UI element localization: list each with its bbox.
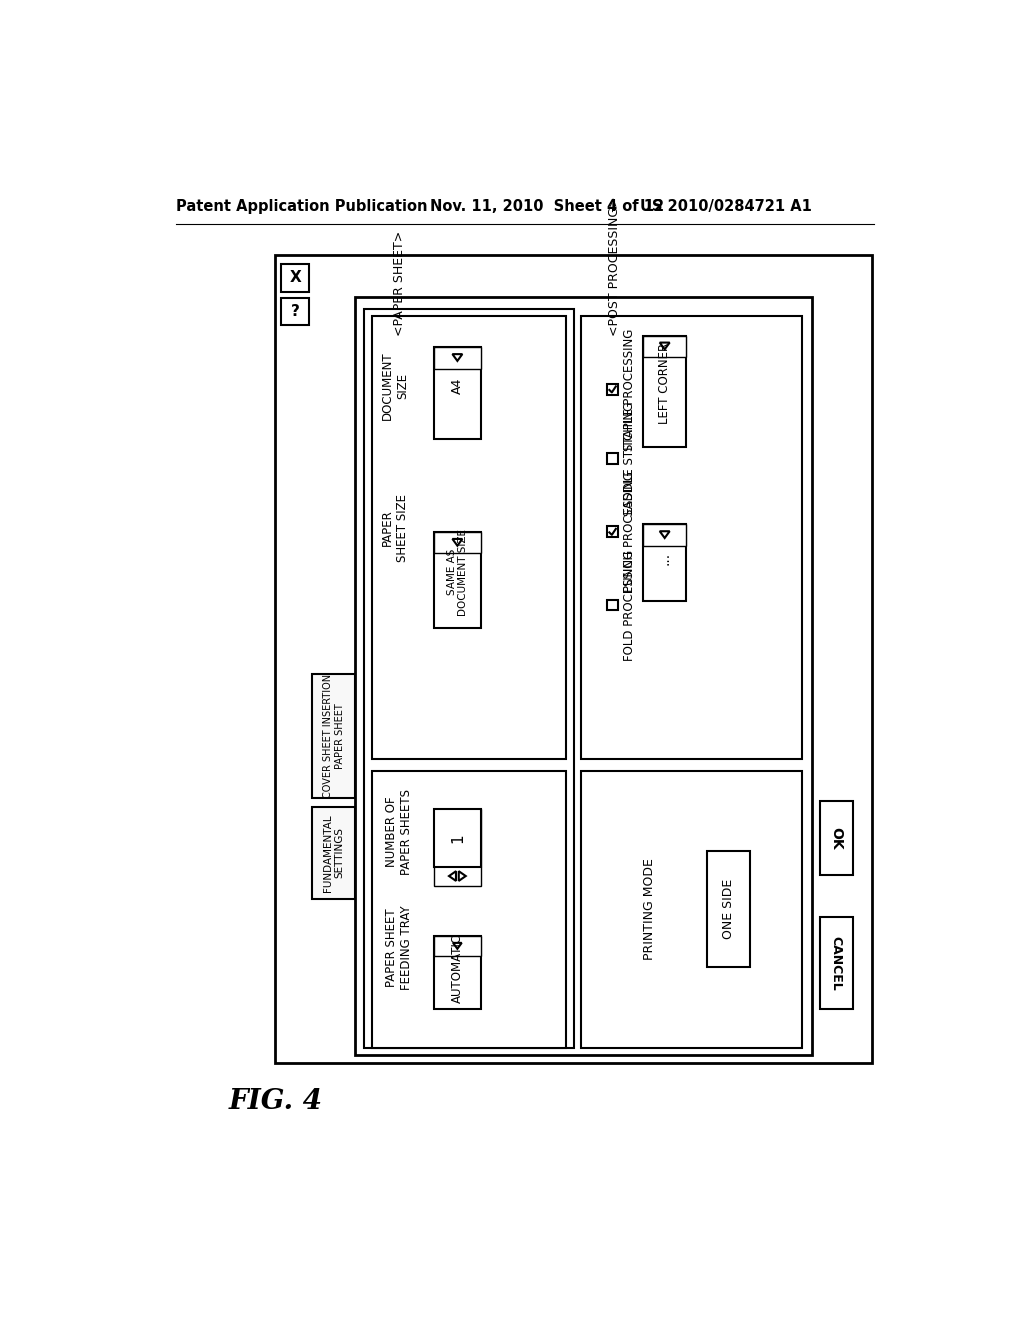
Text: DOCUMENT
SIZE: DOCUMENT SIZE	[381, 351, 410, 420]
Bar	[434, 347, 480, 440]
Bar	[820, 917, 853, 1010]
Text: PUNCH PROCESSING: PUNCH PROCESSING	[623, 471, 636, 593]
Text: US 2010/0284721 A1: US 2010/0284721 A1	[640, 198, 811, 214]
Text: FOLD PROCESSING: FOLD PROCESSING	[623, 549, 636, 660]
Text: Patent Application Publication: Patent Application Publication	[176, 198, 428, 214]
Text: SAME AS
DOCUMENT SIZE: SAME AS DOCUMENT SIZE	[446, 529, 468, 615]
Text: <POST PROCESSING>: <POST PROCESSING>	[608, 195, 621, 335]
Bar	[708, 851, 750, 966]
Text: CANCEL: CANCEL	[829, 936, 843, 990]
Bar	[282, 298, 309, 326]
Bar	[607, 527, 617, 537]
Bar	[312, 675, 355, 797]
Bar	[582, 771, 802, 1048]
Bar	[434, 809, 480, 886]
Text: COVER SHEET INSERTION
PAPER SHEET: COVER SHEET INSERTION PAPER SHEET	[323, 673, 344, 799]
Bar	[607, 599, 617, 610]
Bar	[372, 771, 566, 1048]
Bar	[643, 524, 686, 601]
Text: NUMBER OF
PAPER SHEETS: NUMBER OF PAPER SHEETS	[385, 789, 414, 875]
Bar	[365, 309, 573, 1048]
Text: PAPER
SHEET SIZE: PAPER SHEET SIZE	[381, 494, 410, 562]
Bar	[607, 384, 617, 395]
Text: SADDLE STITCHING: SADDLE STITCHING	[623, 401, 636, 516]
Text: X: X	[290, 271, 301, 285]
Bar	[643, 335, 686, 447]
Bar	[643, 335, 686, 358]
Text: 1: 1	[450, 833, 465, 843]
Bar	[282, 264, 309, 292]
Bar	[820, 801, 853, 875]
Bar	[434, 532, 480, 628]
Bar	[372, 317, 566, 759]
Text: ?: ?	[291, 304, 300, 319]
Text: FUNDAMENTAL
SETTINGS: FUNDAMENTAL SETTINGS	[323, 814, 344, 892]
Text: LEFT CORNER: LEFT CORNER	[658, 343, 671, 424]
Text: ONE SIDE: ONE SIDE	[722, 879, 735, 940]
Text: STAPLE PROCESSING: STAPLE PROCESSING	[623, 329, 636, 450]
Bar	[275, 255, 872, 1063]
Bar	[607, 453, 617, 465]
Text: <PAPER SHEET>: <PAPER SHEET>	[393, 230, 406, 335]
Bar	[355, 297, 812, 1056]
Bar	[434, 532, 480, 553]
Text: PAPER SHEET
FEEDING TRAY: PAPER SHEET FEEDING TRAY	[385, 906, 414, 990]
Text: OK: OK	[829, 828, 844, 850]
Bar	[582, 317, 802, 759]
Text: Nov. 11, 2010  Sheet 4 of 12: Nov. 11, 2010 Sheet 4 of 12	[430, 198, 665, 214]
Text: AUTOMATIC: AUTOMATIC	[451, 935, 464, 1003]
Bar	[434, 809, 480, 867]
Text: PRINTING MODE: PRINTING MODE	[643, 858, 655, 960]
Bar	[434, 347, 480, 368]
Text: A4: A4	[451, 378, 464, 393]
Text: ...: ...	[657, 552, 672, 565]
Text: FIG. 4: FIG. 4	[228, 1088, 323, 1115]
Bar	[312, 807, 355, 899]
Bar	[434, 936, 480, 1010]
Bar	[434, 936, 480, 956]
Bar	[643, 524, 686, 545]
